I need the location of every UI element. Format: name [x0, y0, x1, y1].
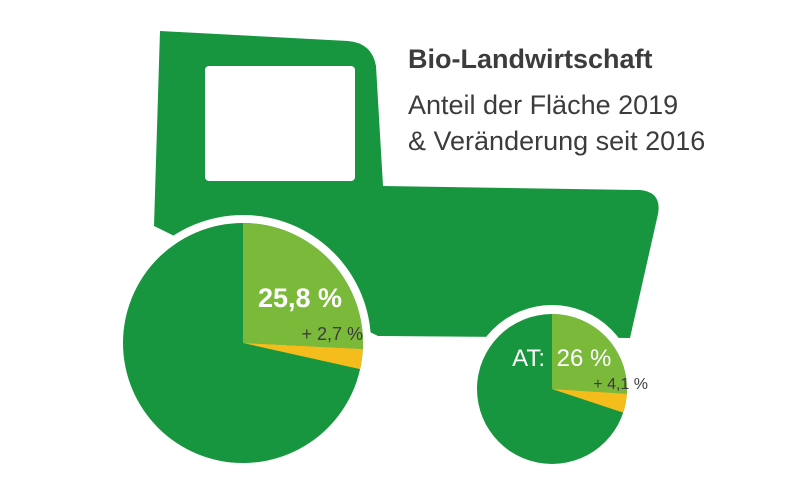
front-wheel-slice-change — [552, 389, 627, 413]
rear-wheel-slice-share — [243, 223, 364, 350]
rear-wheel-change-label: + 2,7 % — [301, 324, 363, 344]
tractor-window — [205, 66, 355, 181]
front-wheel-change-label: + 4,1 % — [593, 376, 648, 393]
chart-title: Bio-Landwirtschaft — [408, 44, 653, 74]
chart-subtitle-line-2: & Veränderung seit 2016 — [408, 126, 706, 156]
rear-wheel-share-label: 25,8 % — [258, 283, 342, 313]
chart-subtitle-line-1: Anteil der Fläche 2019 — [408, 90, 679, 120]
front-wheel-prefix-label: AT: — [512, 345, 545, 372]
front-wheel-slice-share — [552, 314, 627, 394]
front-wheel-share-label: 26 % — [557, 345, 612, 372]
rear-wheel-slice-change — [243, 343, 363, 370]
